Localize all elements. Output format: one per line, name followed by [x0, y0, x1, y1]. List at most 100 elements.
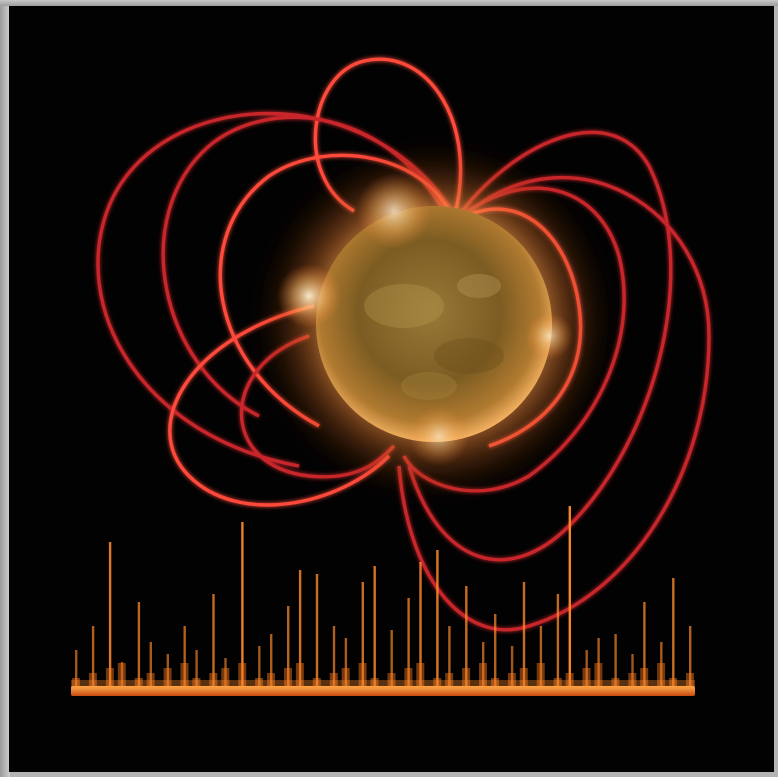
spectrum-spike [689, 626, 692, 686]
spectrum-spike-base [416, 663, 425, 686]
spectrum-baseline [71, 686, 695, 696]
spectrum-spike-base [594, 663, 603, 686]
spectrum-spike [361, 582, 364, 686]
magnetar-artwork [9, 6, 774, 772]
spectrum-spike-base [370, 678, 379, 686]
spectrum-spike-base [565, 673, 574, 686]
spectrum-baseline-glow [71, 680, 695, 688]
spectrum-spike-base [295, 663, 304, 686]
spectrum-spike-base [192, 678, 201, 686]
spectrum-spike-base [284, 668, 292, 686]
star-flare-bottom [409, 406, 469, 466]
spectrum-spike [75, 650, 78, 686]
magnetic-field-lines [96, 57, 711, 632]
spectrum-spike [298, 570, 302, 686]
spectrum-spike-base [582, 668, 591, 686]
frame-left-edge [0, 0, 10, 777]
spectrum-spike [597, 638, 600, 686]
spectrum-spike [241, 522, 244, 686]
spectrum-spike [585, 650, 588, 686]
spectrum-spike [137, 602, 141, 686]
spectrum-spike-base [491, 678, 499, 686]
spectrum-spike-base [628, 673, 637, 686]
spectrum-spike [108, 542, 112, 686]
spectrum-spike [224, 658, 227, 686]
spectrum-spike [510, 646, 514, 686]
spectrum-spike-base [312, 678, 321, 686]
spectrum-spike [660, 642, 663, 686]
star-flare-top [356, 173, 432, 249]
spectrum-spike-base [358, 663, 367, 686]
field-line [96, 111, 457, 468]
spectrum-spike [390, 630, 393, 686]
spectrum-spike [672, 578, 675, 686]
spectrum-spike [258, 646, 261, 686]
spectrum-spike-base [134, 678, 143, 686]
spectrum-spike-base [611, 678, 620, 686]
spectrum-spike-base [657, 663, 666, 686]
spectrum-spike [287, 606, 290, 686]
spectrum-spike-base [433, 678, 442, 686]
spectrum-spike-base [553, 678, 562, 686]
spectrum-spike-base [507, 673, 516, 686]
spectrum-spike-base [238, 663, 247, 686]
spectrum-spike-base [72, 678, 80, 686]
spectrum-spike-base [445, 673, 454, 686]
spectrum-spike [149, 642, 152, 686]
spectrum-spike [539, 626, 543, 686]
spectrum-spike-base [341, 668, 350, 686]
spectrum-spike-base [180, 663, 189, 686]
spectrum-spike [419, 562, 422, 686]
spectrum-spike-base [117, 663, 126, 686]
spectrum-spike-base [462, 668, 471, 686]
spectrum-spike [373, 566, 376, 686]
spectrum-spike-base [255, 678, 264, 686]
spectrum-spike-base [519, 668, 528, 686]
spectrum-spike [407, 598, 410, 686]
spectrum-spike [614, 634, 617, 686]
spectrum-spike-base [163, 668, 172, 686]
spectrum-spike [270, 634, 273, 686]
spectrum-spike [91, 626, 95, 686]
field-line [407, 130, 673, 562]
spectrum-spike [448, 626, 451, 686]
spectrum-spike [212, 594, 215, 686]
frame-top-edge [0, 0, 778, 6]
spectrum-spike-base [209, 673, 218, 686]
spectrum-spike [522, 582, 526, 686]
spectrum-spike-base [105, 668, 114, 686]
spectrum-spike-base [404, 668, 413, 686]
star-flare-left [277, 264, 341, 328]
spectrum-spike-base [267, 673, 275, 686]
spectrum-spike-base [387, 673, 396, 686]
star-body [316, 206, 552, 442]
spectrum-spike [631, 654, 634, 686]
spectrum-spike-base [221, 668, 230, 686]
emission-spectrum [72, 506, 694, 686]
spectrum-spike [315, 574, 319, 686]
spectrum-spike [494, 614, 497, 686]
spectrum-spike [344, 638, 348, 686]
field-line [168, 304, 391, 507]
star-flare-right [525, 312, 573, 360]
spectrum-spike [195, 650, 198, 686]
spectrum-spike [332, 626, 336, 686]
field-line [313, 57, 463, 219]
star-surface-texture [364, 274, 504, 400]
spectrum-spike [465, 586, 468, 686]
spectrum-spike [436, 550, 439, 686]
spectrum-spike [120, 662, 124, 686]
spectrum-spike-base [479, 663, 487, 686]
spectrum-spike [556, 594, 560, 686]
spectrum-spike-base [640, 668, 649, 686]
artwork-canvas [71, 57, 711, 696]
field-line [397, 175, 711, 632]
spectrum-spike-base [536, 663, 545, 686]
spectrum-spike-base [329, 673, 338, 686]
spectrum-spike-base [669, 678, 678, 686]
spectrum-spike-base [146, 673, 155, 686]
spectrum-spike [183, 626, 186, 686]
spectrum-spike [482, 642, 485, 686]
spectrum-spike-base [686, 673, 694, 686]
